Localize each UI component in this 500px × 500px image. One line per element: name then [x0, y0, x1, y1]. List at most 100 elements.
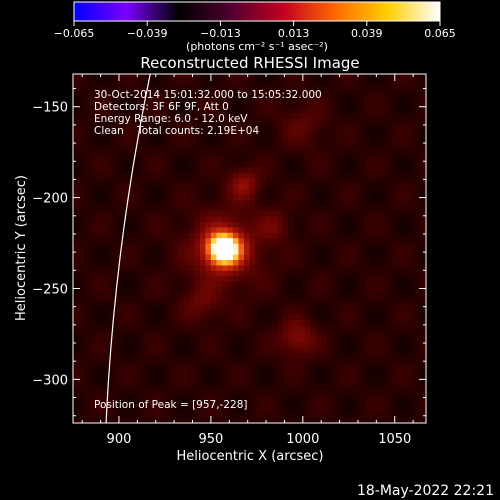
heatmap-cell [266, 264, 273, 271]
heatmap-cell [128, 144, 135, 151]
heatmap-cell [89, 243, 96, 250]
heatmap-cell [161, 401, 168, 408]
heatmap-cell [161, 133, 168, 141]
heatmap-cell [166, 74, 173, 81]
heatmap-cell [150, 150, 157, 157]
heatmap-cell [354, 183, 361, 190]
heatmap-cell [266, 341, 273, 348]
heatmap-cell [144, 215, 151, 222]
heatmap-cell [89, 74, 96, 81]
heatmap-cell [122, 243, 129, 250]
heatmap-cell [398, 237, 405, 244]
heatmap-cell [337, 188, 344, 195]
heatmap-cell [216, 84, 223, 91]
heatmap-cell [194, 84, 201, 91]
heatmap-cell [310, 259, 317, 266]
heatmap-cell [266, 155, 273, 162]
heatmap-cell [89, 183, 96, 190]
heatmap-cell [73, 106, 80, 113]
heatmap-cell [199, 204, 206, 211]
heatmap-cell [392, 412, 400, 419]
heatmap-cell [84, 232, 91, 239]
heatmap-cell [172, 128, 179, 135]
heatmap-cell [111, 324, 118, 331]
heatmap-cell [161, 253, 168, 261]
heatmap-cell [84, 95, 91, 102]
heatmap-cell [387, 183, 394, 190]
heatmap-cell [288, 237, 295, 244]
heatmap-cell [260, 123, 267, 130]
heatmap-cell [398, 101, 405, 108]
heatmap-cell [155, 281, 162, 288]
heatmap-cell [161, 106, 168, 113]
heatmap-cell [84, 335, 91, 342]
heatmap-cell [78, 335, 85, 342]
heatmap-cell [161, 177, 168, 184]
heatmap-cell [255, 417, 262, 423]
heatmap-cell [172, 259, 179, 266]
heatmap-cell [321, 243, 328, 250]
heatmap-cell [414, 150, 422, 157]
heatmap-cell [205, 412, 212, 419]
heatmap-cell [172, 166, 179, 173]
heatmap-cell [255, 123, 262, 130]
heatmap-cell [255, 133, 262, 141]
heatmap-cell [420, 204, 426, 211]
heatmap-cell [199, 401, 206, 408]
heatmap-cell [166, 112, 173, 119]
heatmap-cell [216, 384, 223, 391]
heatmap-cell [95, 106, 102, 113]
heatmap-cell [100, 215, 107, 222]
heatmap-cell [266, 357, 273, 364]
heatmap-cell [282, 379, 289, 386]
heatmap-cell [310, 106, 317, 113]
heatmap-cell [414, 95, 422, 102]
heatmap-cell [288, 297, 295, 304]
heatmap-cell [155, 292, 162, 299]
heatmap-cell [255, 183, 262, 190]
heatmap-cell [310, 363, 317, 370]
heatmap-cell [177, 346, 184, 353]
heatmap-cell [370, 117, 377, 124]
heatmap-cell [89, 390, 96, 397]
heatmap-cell [172, 221, 179, 228]
heatmap-cell [266, 183, 273, 190]
heatmap-cell [210, 150, 218, 157]
heatmap-cell [343, 264, 350, 271]
heatmap-cell [238, 264, 245, 271]
heatmap-cell [409, 335, 416, 342]
heatmap-cell [359, 253, 366, 261]
heatmap-cell [194, 150, 201, 157]
heatmap-cell [420, 161, 426, 168]
heatmap-cell [106, 221, 113, 228]
heatmap-cell [249, 123, 256, 130]
heatmap-cell [216, 210, 223, 217]
heatmap-cell [177, 379, 184, 386]
heatmap-cell [128, 166, 135, 173]
heatmap-cell [150, 123, 157, 130]
heatmap-cell [84, 303, 91, 310]
heatmap-cell [161, 79, 168, 86]
heatmap-cell [299, 133, 306, 141]
heatmap-cell [100, 335, 107, 342]
heatmap-cell [370, 123, 377, 130]
heatmap-cell [106, 123, 113, 130]
heatmap-cell [227, 319, 234, 326]
heatmap-cell [238, 79, 245, 86]
heatmap-cell [117, 106, 124, 113]
x-tick-label: 950 [198, 432, 223, 447]
heatmap-cell [420, 308, 426, 315]
heatmap-cell [111, 232, 118, 239]
heatmap-cell [128, 406, 135, 413]
heatmap-cell [232, 123, 240, 130]
heatmap-cell [359, 319, 366, 326]
heatmap-cell [221, 226, 229, 233]
heatmap-cell [359, 417, 366, 423]
heatmap-cell [420, 210, 426, 217]
heatmap-cell [216, 357, 223, 364]
heatmap-cell [260, 84, 267, 91]
heatmap-cell [381, 401, 388, 408]
heatmap-cell [111, 166, 118, 173]
heatmap-cell [414, 183, 422, 190]
heatmap-cell [337, 330, 344, 337]
